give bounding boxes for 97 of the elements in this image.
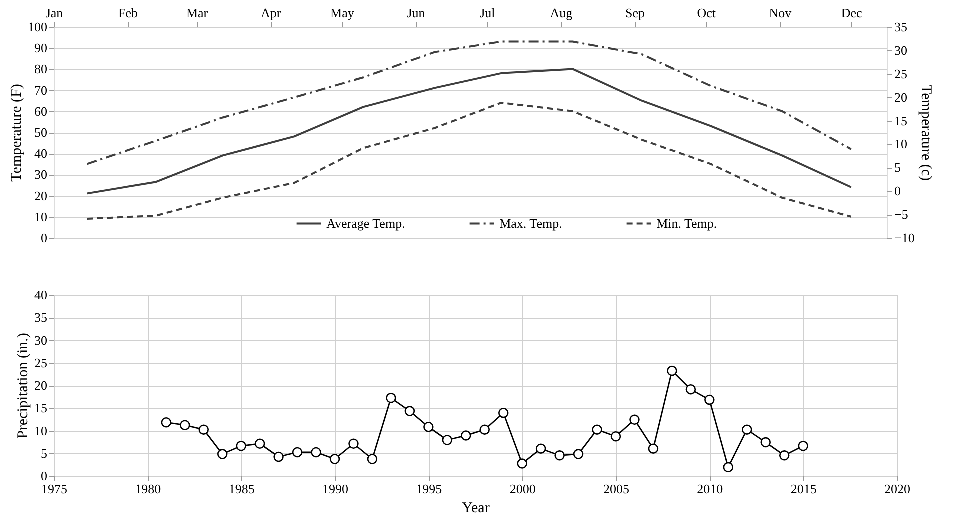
x-tick-label: May — [330, 6, 355, 20]
y-tick-label: 40 — [34, 288, 48, 302]
y2-tick-label: 5 — [894, 160, 901, 176]
y2-tick-label: 30 — [894, 42, 908, 58]
point — [630, 414, 640, 426]
point — [723, 462, 734, 473]
y-tick-label: 15 — [34, 400, 48, 416]
point — [461, 430, 472, 441]
y-tick-label: 40 — [34, 146, 48, 162]
point — [367, 454, 378, 464]
point — [686, 384, 696, 395]
x-tick-label: 1980 — [135, 482, 162, 496]
x-tick-label: Nov — [769, 6, 792, 20]
y2-tick-label: −10 — [894, 230, 915, 246]
y2-axis-title: Temperature (c) — [918, 85, 934, 181]
y2-tick-label: 20 — [894, 90, 908, 105]
point — [217, 449, 228, 460]
point — [386, 393, 396, 404]
y-tick-label: 25 — [34, 355, 48, 370]
y-tick-label: 50 — [34, 125, 48, 140]
x-tick-label: 1975 — [42, 482, 68, 496]
x-tick-label: Dec — [841, 6, 862, 20]
point — [236, 441, 246, 452]
x-tick-label: Jun — [407, 6, 426, 20]
y-tick-label: 100 — [28, 20, 48, 34]
x-tick-label: 2020 — [884, 482, 910, 496]
point — [573, 449, 584, 460]
point — [180, 420, 190, 430]
point — [667, 366, 678, 376]
y2-tick-label: −5 — [894, 207, 908, 222]
x-tick-label: 1995 — [416, 482, 442, 496]
point — [517, 458, 528, 469]
point — [648, 444, 659, 454]
y-tick-label: 5 — [41, 446, 48, 461]
x-tick-label: Sep — [625, 6, 645, 20]
point — [798, 441, 808, 452]
x-tick-label: 2010 — [697, 482, 724, 496]
x-tick-label: 2015 — [790, 482, 817, 496]
y2-tick-label: 0 — [894, 184, 901, 199]
point — [704, 394, 715, 406]
y2-tick-label: 35 — [894, 20, 908, 34]
y-tick-label: 70 — [34, 82, 48, 98]
line-series — [86, 68, 852, 195]
x-tick-label: 1990 — [322, 482, 348, 496]
point — [498, 408, 509, 418]
y-axis-title: Temperature (F) — [9, 84, 25, 182]
point — [760, 437, 771, 448]
point — [779, 450, 790, 461]
point — [536, 444, 546, 454]
point — [442, 435, 453, 446]
y-tick-label: 90 — [34, 40, 48, 56]
line-series — [86, 102, 852, 220]
point — [292, 447, 303, 458]
x-tick-label: 1985 — [228, 482, 255, 496]
point — [311, 447, 322, 458]
x-tick-label: Apr — [260, 6, 282, 20]
point — [592, 424, 602, 435]
point — [610, 432, 622, 442]
point — [480, 424, 490, 435]
x-tick-label: Jan — [46, 6, 64, 20]
legend-label: Average Temp. — [326, 216, 406, 231]
point — [424, 422, 434, 432]
y-tick-label: 30 — [34, 167, 48, 182]
y-tick-label: 80 — [34, 62, 48, 77]
x-tick-label: 2005 — [604, 482, 630, 496]
point — [198, 424, 209, 435]
legend-label: Min. Temp. — [656, 216, 718, 231]
y-tick-label: 35 — [34, 310, 48, 326]
point — [254, 438, 266, 449]
x-axis-title: Year — [462, 500, 490, 516]
y-tick-label: 0 — [41, 230, 48, 246]
point — [742, 424, 752, 435]
x-tick-label: Aug — [550, 6, 574, 20]
y-tick-label: 20 — [34, 188, 48, 204]
y-tick-label: 10 — [34, 423, 48, 438]
y-tick-label: 60 — [34, 104, 48, 119]
y-tick-label: 20 — [34, 378, 48, 393]
y2-tick-label: 10 — [894, 136, 908, 152]
y-tick-label: 30 — [34, 332, 48, 348]
point — [161, 417, 172, 428]
x-tick-label: Feb — [118, 6, 138, 20]
x-tick-label: Oct — [697, 6, 716, 20]
point — [404, 406, 416, 416]
y-tick-label: 0 — [41, 468, 48, 484]
point — [554, 450, 565, 461]
x-tick-label: Jul — [480, 6, 496, 20]
y2-tick-label: 15 — [894, 113, 908, 128]
y2-tick-label: 25 — [894, 66, 908, 82]
point — [274, 452, 284, 462]
point — [348, 438, 359, 449]
x-tick-label: Mar — [186, 6, 209, 20]
y-axis-title: Precipitation (in.) — [16, 333, 32, 439]
legend-label: Max. Temp. — [500, 216, 562, 231]
x-tick-label: 2000 — [510, 482, 536, 496]
point — [330, 454, 340, 464]
y-tick-label: 10 — [34, 209, 48, 224]
line-series — [86, 40, 852, 166]
